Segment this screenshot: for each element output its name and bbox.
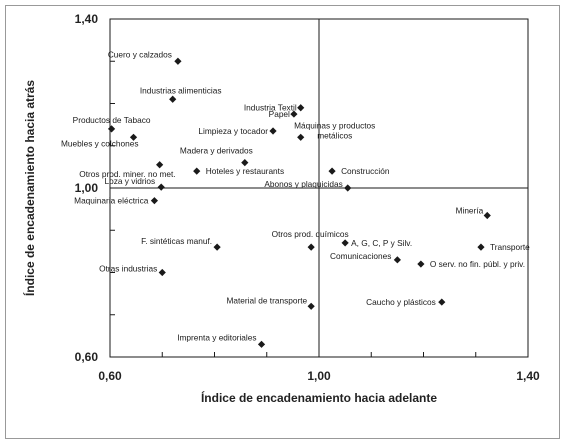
data-points (107, 57, 491, 348)
data-point (107, 125, 116, 133)
point-label: F. sintéticas manuf. (141, 236, 212, 246)
y-axis-title: Índice de encadenamiento hacia atrás (22, 80, 37, 296)
point-label: O serv. no fin. públ. y priv. (430, 259, 525, 269)
data-point (257, 340, 266, 348)
point-label: Limpieza y tocador (198, 126, 268, 136)
x-axis-title: Índice de encadenamiento hacia adelante (201, 390, 437, 405)
point-label: Hoteles y restaurants (206, 166, 284, 176)
point-label: Productos de Tabaco (73, 115, 151, 125)
point-label: Caucho y plásticos (366, 297, 436, 307)
data-point (158, 268, 166, 277)
data-point (213, 243, 221, 251)
data-point (307, 243, 315, 251)
point-label: Otros prod. miner. no met. (79, 169, 175, 179)
data-point (174, 57, 182, 65)
data-point (393, 256, 401, 264)
x-tick-label: 0,60 (98, 369, 122, 383)
axis-ticks (109, 18, 529, 358)
y-tick-label: 1,40 (75, 12, 99, 26)
data-point (341, 239, 349, 247)
point-label: Material de transporte (226, 295, 307, 305)
data-point (483, 211, 491, 220)
point-label: Industrias alimenticias (140, 85, 222, 95)
data-point (290, 110, 298, 118)
data-point (328, 167, 336, 175)
point-label: A, G, C, P y Silv. (351, 238, 412, 248)
data-point (156, 161, 164, 169)
point-label: Muebles y colchones (61, 138, 138, 148)
y-tick-label: 1,00 (75, 181, 99, 195)
data-point (307, 302, 315, 310)
x-tick-label: 1,00 (307, 369, 331, 383)
reference-lines (110, 19, 528, 357)
point-label: Máquinas y productos metálicos (294, 120, 375, 140)
point-label: Maquinaria eléctrica (74, 196, 149, 206)
data-point (477, 243, 485, 251)
y-tick-label: 0,60 (75, 350, 99, 364)
point-label: Papel (269, 109, 290, 119)
data-point (269, 127, 277, 135)
data-point (150, 197, 159, 205)
point-labels: Cuero y calzados Industrias alimenticias P… (61, 49, 530, 342)
point-label: Loza y vidrios (104, 176, 155, 186)
data-point (344, 184, 352, 192)
point-label: Minería (456, 205, 484, 215)
point-label: Comunicaciones (330, 251, 391, 261)
chart-frame (5, 5, 560, 439)
data-point (297, 104, 305, 112)
point-label: Abonos y plaguicidas (264, 179, 342, 189)
data-point (157, 183, 165, 191)
point-label: Cuero y calzados (108, 49, 172, 59)
data-point (297, 133, 305, 141)
x-tick-label: 1,40 (516, 369, 540, 383)
data-point (129, 133, 138, 141)
point-label: Otros prod. químicos (272, 229, 349, 239)
data-point (193, 167, 201, 175)
point-label: Imprenta y editoriales (177, 332, 256, 342)
data-point (241, 159, 249, 167)
data-point (438, 298, 446, 306)
point-label: Transporte (490, 242, 530, 252)
point-label: Construcción (341, 166, 390, 176)
point-label: Industria Textil (244, 103, 297, 113)
data-point (417, 260, 425, 268)
point-label: Madera y derivados (180, 146, 253, 156)
data-point (169, 95, 177, 103)
point-label: Otras industrias (99, 264, 157, 274)
axis-tick-labels: 0,60 1,00 1,40 0,60 1,00 1,40 (75, 12, 540, 383)
